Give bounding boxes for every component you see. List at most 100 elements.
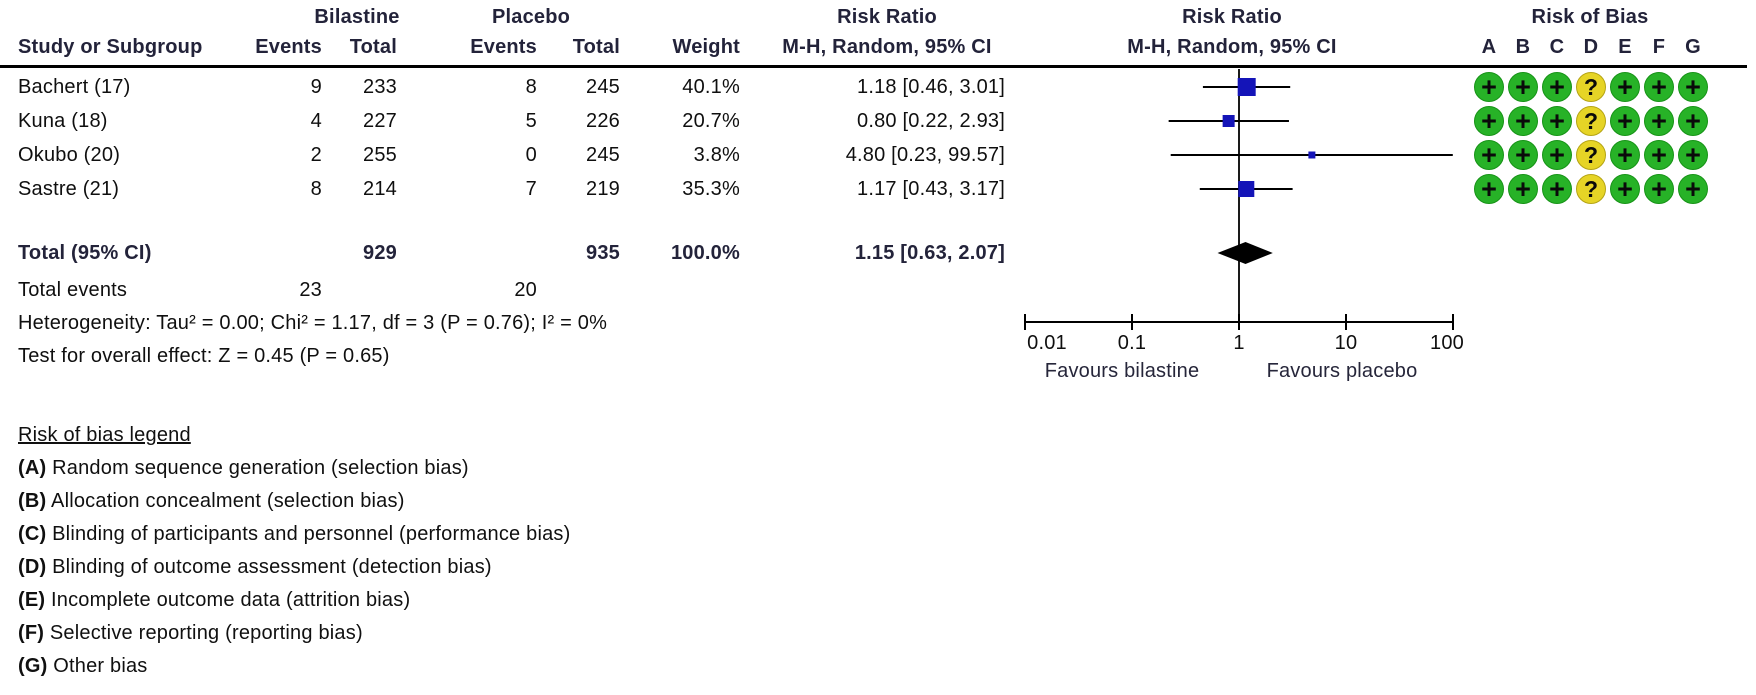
risk-of-bias-header: Risk of Bias xyxy=(1531,6,1649,28)
risk-ratio-column-header: Risk Ratio xyxy=(837,6,937,28)
plus-icon: + xyxy=(1685,105,1701,136)
rob-judgement-low-risk: + xyxy=(1542,106,1572,136)
question-icon: ? xyxy=(1583,175,1599,202)
plus-icon: + xyxy=(1549,173,1565,204)
legend-item: (C) Blinding of participants and personn… xyxy=(18,523,571,545)
effect-square xyxy=(1222,115,1235,127)
group-header-bilastine: Bilastine xyxy=(314,6,400,28)
plus-icon: + xyxy=(1481,139,1497,170)
effect-square xyxy=(1237,78,1256,96)
plus-icon: + xyxy=(1651,71,1667,102)
rob-judgement-low-risk: + xyxy=(1508,72,1538,102)
rob-judgement-unclear: ? xyxy=(1576,72,1606,102)
total-weight: 100.0% xyxy=(670,242,740,264)
rob-judgement-low-risk: + xyxy=(1678,174,1708,204)
plus-icon: + xyxy=(1685,139,1701,170)
plus-icon: + xyxy=(1549,105,1565,136)
effect-square xyxy=(1308,151,1316,159)
total2-column-header: Total xyxy=(572,36,620,58)
total-row-label: Total (95% CI) xyxy=(18,242,152,264)
plus-icon: + xyxy=(1617,105,1633,136)
plus-icon: + xyxy=(1481,173,1497,204)
axis-tick-label: 0.01 xyxy=(1027,332,1067,354)
events-bilastine-cell: 4 xyxy=(310,110,322,132)
legend-item: (F) Selective reporting (reporting bias) xyxy=(18,622,363,644)
rob-judgement-low-risk: + xyxy=(1644,106,1674,136)
question-icon: ? xyxy=(1583,107,1599,134)
risk-ratio-ci-cell: 1.18 [0.46, 3.01] xyxy=(857,76,1005,98)
events1-column-header: Events xyxy=(255,36,322,58)
events-placebo-cell: 8 xyxy=(525,76,537,98)
risk-of-bias-legend: Risk of bias legend (A) Random sequence … xyxy=(18,419,571,683)
events-bilastine-cell: 9 xyxy=(310,76,322,98)
legend-item-key: (F) xyxy=(18,622,45,644)
rob-judgement-low-risk: + xyxy=(1610,72,1640,102)
study-name-cell: Kuna (18) xyxy=(18,110,108,132)
total-events-label: Total events xyxy=(18,279,128,301)
total-placebo-cell: 245 xyxy=(586,144,620,166)
events-placebo-cell: 7 xyxy=(525,178,537,200)
heterogeneity-stats: Heterogeneity: Tau² = 0.00; Chi² = 1.17,… xyxy=(18,312,608,334)
rob-judgement-low-risk: + xyxy=(1644,140,1674,170)
events-bilastine-cell: 8 xyxy=(310,178,322,200)
plus-icon: + xyxy=(1515,139,1531,170)
weight-cell: 20.7% xyxy=(682,110,740,132)
rob-letter-b: B xyxy=(1515,36,1531,58)
total-rr-ci: 1.15 [0.63, 2.07] xyxy=(854,242,1005,264)
rob-judgement-low-risk: + xyxy=(1644,72,1674,102)
risk-ratio-ci-cell: 0.80 [0.22, 2.93] xyxy=(857,110,1005,132)
rob-letter-a: A xyxy=(1481,36,1497,58)
legend-item-key: (E) xyxy=(18,589,46,611)
rob-judgement-low-risk: + xyxy=(1474,174,1504,204)
group-header-placebo: Placebo xyxy=(491,6,571,28)
legend-item-key: (B) xyxy=(18,490,47,512)
events2-column-header: Events xyxy=(470,36,537,58)
pooled-effect-diamond xyxy=(1217,242,1273,264)
rob-judgement-unclear: ? xyxy=(1576,174,1606,204)
legend-title: Risk of bias legend xyxy=(18,424,191,446)
study-name-cell: Sastre (21) xyxy=(18,178,120,200)
rob-judgement-low-risk: + xyxy=(1542,174,1572,204)
study-name-cell: Okubo (20) xyxy=(18,144,121,166)
plus-icon: + xyxy=(1515,71,1531,102)
plus-icon: + xyxy=(1617,173,1633,204)
rob-judgement-unclear: ? xyxy=(1576,106,1606,136)
rob-judgement-unclear: ? xyxy=(1576,140,1606,170)
rob-letter-e: E xyxy=(1618,36,1632,58)
rob-letter-f: F xyxy=(1652,36,1666,58)
risk-ratio-plot-header: Risk Ratio xyxy=(1182,6,1282,28)
risk-ratio-ci-cell: 1.17 [0.43, 3.17] xyxy=(857,178,1005,200)
header-divider-line xyxy=(0,65,1747,68)
plus-icon: + xyxy=(1481,71,1497,102)
total-events-placebo: 20 xyxy=(514,279,537,301)
rob-judgement-low-risk: + xyxy=(1644,174,1674,204)
plus-icon: + xyxy=(1549,139,1565,170)
favours-left-label: Favours bilastine xyxy=(1044,360,1200,382)
question-icon: ? xyxy=(1583,73,1599,100)
axis-tick-label: 0.1 xyxy=(1117,332,1147,354)
overall-effect-test: Test for overall effect: Z = 0.45 (P = 0… xyxy=(18,345,390,367)
plus-icon: + xyxy=(1651,139,1667,170)
rob-judgement-low-risk: + xyxy=(1610,106,1640,136)
legend-item: (G) Other bias xyxy=(18,655,148,677)
total-bilastine-cell: 214 xyxy=(363,178,397,200)
favours-right-label: Favours placebo xyxy=(1266,360,1418,382)
plus-icon: + xyxy=(1549,71,1565,102)
rob-judgement-low-risk: + xyxy=(1474,72,1504,102)
plus-icon: + xyxy=(1685,71,1701,102)
study-name-cell: Bachert (17) xyxy=(18,76,131,98)
rob-letter-d: D xyxy=(1583,36,1599,58)
rob-judgement-low-risk: + xyxy=(1678,140,1708,170)
legend-item-key: (C) xyxy=(18,523,47,545)
plus-icon: + xyxy=(1515,105,1531,136)
weight-cell: 35.3% xyxy=(682,178,740,200)
weight-cell: 3.8% xyxy=(693,144,740,166)
rob-letter-c: C xyxy=(1549,36,1565,58)
rob-judgement-low-risk: + xyxy=(1678,72,1708,102)
rob-judgement-low-risk: + xyxy=(1610,174,1640,204)
method-plot-header: M-H, Random, 95% CI xyxy=(1127,36,1337,58)
weight-column-header: Weight xyxy=(672,36,740,58)
total-bilastine-cell: 255 xyxy=(363,144,397,166)
study-column-header: Study or Subgroup xyxy=(18,36,203,58)
events-placebo-cell: 0 xyxy=(525,144,537,166)
